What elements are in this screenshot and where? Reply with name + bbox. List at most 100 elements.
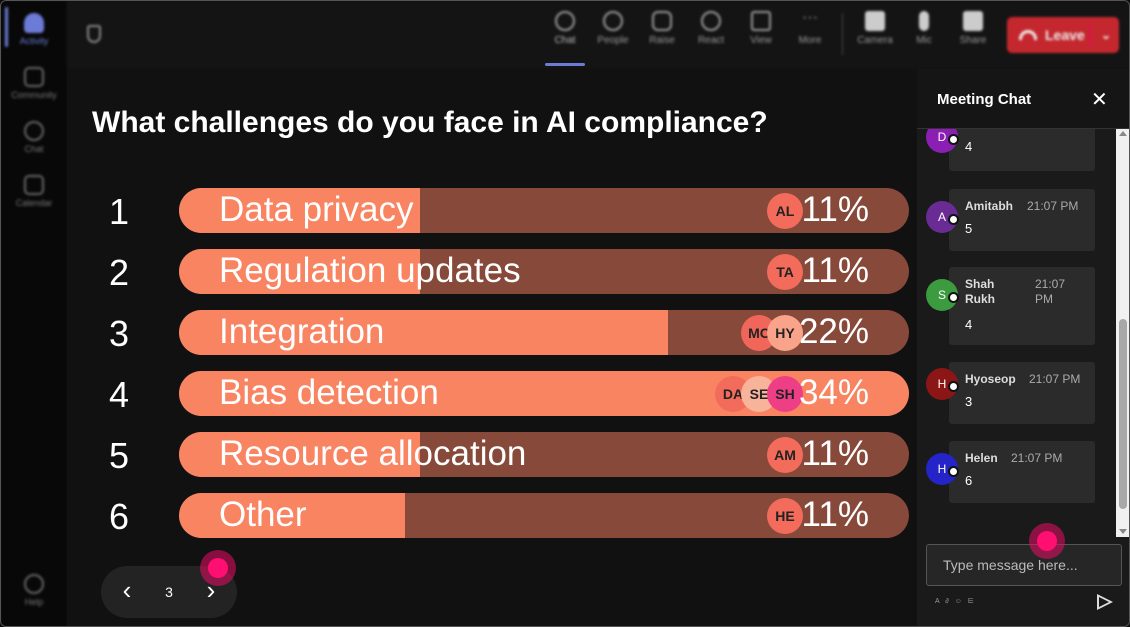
toolbar-view-button[interactable]: View xyxy=(739,11,783,46)
option-percent: 11% xyxy=(801,434,869,473)
toolbar-people-button[interactable]: People xyxy=(591,11,635,46)
message-text: 5 xyxy=(965,221,973,236)
message-text: 4 xyxy=(965,317,973,332)
option-percent: 11% xyxy=(801,190,869,229)
result-bar: Other HE 11% xyxy=(179,493,909,538)
mic-icon xyxy=(919,11,929,31)
option-number: 6 xyxy=(108,496,130,537)
option-number: 1 xyxy=(108,191,130,232)
toolbar-divider xyxy=(842,13,843,55)
chat-message: Dunker 21:07 PM 4 xyxy=(949,129,1095,171)
toolbar-mic-button[interactable]: Mic xyxy=(902,11,946,46)
chat-scrollbar[interactable] xyxy=(1116,129,1129,537)
presence-status-icon xyxy=(948,134,959,145)
result-bar: Integration MC HY 22% xyxy=(179,310,909,355)
option-number: 3 xyxy=(108,313,130,354)
poll-results-panel: What challenges do you face in AI compli… xyxy=(67,69,917,626)
leave-label: Leave xyxy=(1045,27,1085,43)
presence-status-icon xyxy=(948,292,959,303)
rail-item-community[interactable]: Community xyxy=(1,67,67,100)
option-percent: 22% xyxy=(798,312,869,351)
left-rail: Activity Community Chat Calendar Help xyxy=(1,1,67,626)
toolbar-more-button[interactable]: ··· More xyxy=(788,10,832,47)
option-percent: 34% xyxy=(798,373,869,412)
toolbar-chat-button[interactable]: Chat xyxy=(543,11,587,46)
toolbar-button-label: Raise xyxy=(649,35,675,46)
react-icon xyxy=(701,11,721,31)
result-bar-fill xyxy=(179,432,420,477)
chat-title: Meeting Chat xyxy=(937,91,1032,108)
meeting-toolbar: Chat People Raise React View ··· More Cam… xyxy=(67,1,1129,69)
rail-item-chat[interactable]: Chat xyxy=(1,121,67,154)
cursor-pointer xyxy=(200,550,236,586)
result-bar-fill xyxy=(179,249,420,294)
result-bar: Regulation updates TA 11% xyxy=(179,249,909,294)
presence-status-icon xyxy=(948,466,959,477)
result-bar-fill xyxy=(179,310,668,355)
poll-option: 6 Other HE 11% xyxy=(67,493,917,539)
toolbar-raise-button[interactable]: Raise xyxy=(640,11,684,46)
toolbar-button-label: Camera xyxy=(857,35,893,46)
message-timestamp: 21:07 PM xyxy=(1035,277,1066,306)
next-slide-button[interactable]: › xyxy=(206,575,216,605)
option-percent: 11% xyxy=(801,495,869,534)
poll-question: What challenges do you face in AI compli… xyxy=(92,106,768,139)
send-icon[interactable] xyxy=(1097,594,1113,610)
voter-avatar: HY xyxy=(767,315,803,351)
rail-item-activity[interactable]: Activity xyxy=(1,13,67,46)
chat-icon xyxy=(555,11,575,31)
rail-item-calendar[interactable]: Calendar xyxy=(1,175,67,208)
scrollbar-thumb[interactable] xyxy=(1119,319,1127,509)
option-label: Bias detection xyxy=(219,373,439,412)
previous-slide-button[interactable]: ‹ xyxy=(122,575,132,605)
toolbar-react-button[interactable]: React xyxy=(689,11,733,46)
rail-item-help[interactable]: Help xyxy=(1,574,67,607)
voter-avatar: SH xyxy=(767,376,803,412)
poll-option: 2 Regulation updates TA 11% xyxy=(67,249,917,295)
chat-icon xyxy=(24,121,44,141)
format-toolbar[interactable]: A ∂ ☺ ⋿ xyxy=(935,598,976,605)
leave-button[interactable]: Leave ⌄ xyxy=(1007,17,1119,53)
message-timestamp: 21:07 PM xyxy=(1029,372,1081,386)
message-timestamp: 21:07 PM xyxy=(1027,199,1079,213)
option-label: Other xyxy=(219,495,307,534)
scroll-down-arrow[interactable] xyxy=(1119,529,1127,534)
voter-avatars: AL xyxy=(767,193,803,229)
message-timestamp: 21:07 PM xyxy=(1015,129,1066,132)
people-icon xyxy=(603,11,623,31)
toolbar-share-button[interactable]: Share xyxy=(951,11,995,46)
rail-item-label: Help xyxy=(24,597,44,607)
toolbar-button-label: More xyxy=(798,35,822,46)
poll-option: 5 Resource allocation AM 11% xyxy=(67,432,917,478)
poll-option: 3 Integration MC HY 22% xyxy=(67,310,917,356)
result-bar: Bias detection DA SE SH 34% xyxy=(179,371,909,416)
chat-header: Meeting Chat ✕ xyxy=(917,69,1129,129)
close-icon[interactable]: ✕ xyxy=(1091,89,1108,111)
toolbar-camera-button[interactable]: Camera xyxy=(853,11,897,46)
message-author: Dunker xyxy=(965,129,1006,132)
message-text: 6 xyxy=(965,473,973,488)
view-icon xyxy=(751,11,771,31)
chevron-down-icon[interactable]: ⌄ xyxy=(1100,28,1111,42)
rail-item-label: Community xyxy=(11,90,57,100)
chat-message: Hyoseop 21:07 PM 3 xyxy=(949,362,1095,424)
result-bar-fill xyxy=(179,188,420,233)
message-text: 3 xyxy=(965,394,973,409)
page-number: 3 xyxy=(165,584,173,600)
result-bar-fill xyxy=(179,493,405,538)
camera-icon xyxy=(865,11,885,31)
scroll-up-arrow[interactable] xyxy=(1119,131,1127,136)
rail-active-indicator xyxy=(5,7,8,47)
toolbar-button-label: Share xyxy=(959,35,987,46)
rail-item-label: Activity xyxy=(19,36,49,46)
presence-status-icon xyxy=(948,214,959,225)
poll-option: 1 Data privacy AL 11% xyxy=(67,188,917,234)
toolbar-button-label: Mic xyxy=(916,35,932,46)
phone-hangup-icon xyxy=(1019,30,1037,40)
chat-message: Helen 21:07 PM 6 xyxy=(949,441,1095,503)
leave-divider xyxy=(1090,23,1091,47)
message-timestamp: 21:07 PM xyxy=(1011,451,1063,465)
voter-avatars: TA xyxy=(767,254,803,290)
chat-message-input[interactable] xyxy=(926,544,1122,586)
toolbar-button-label: People xyxy=(597,35,629,46)
